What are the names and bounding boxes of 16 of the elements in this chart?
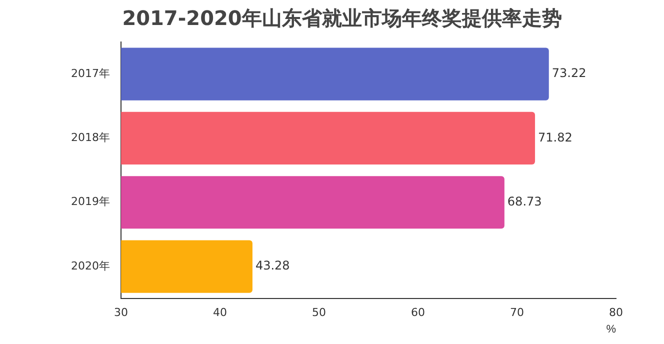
data-label: 71.82	[538, 130, 572, 144]
chart-title: 2017-2020年山东省就业市场年终奖提供率走势	[122, 6, 562, 30]
x-tick-label: 70	[510, 306, 524, 320]
data-label: 68.73	[507, 194, 542, 208]
data-label: 43.28	[255, 258, 290, 273]
y-tick-label: 2017年	[70, 66, 110, 80]
x-tick-label: 40	[212, 306, 227, 320]
x-tick-label: 80	[609, 306, 623, 320]
y-tick-label: 2020年	[70, 259, 110, 272]
data-label: 73.22	[552, 66, 586, 80]
x-tick-label: 60	[411, 306, 425, 320]
x-tick-label: 30	[114, 306, 128, 320]
y-tick-label: 2018年	[70, 131, 110, 144]
x-tick-label: 50	[312, 306, 326, 320]
x-axis-title: %	[606, 323, 616, 336]
y-tick-label: 2019年	[70, 195, 110, 208]
